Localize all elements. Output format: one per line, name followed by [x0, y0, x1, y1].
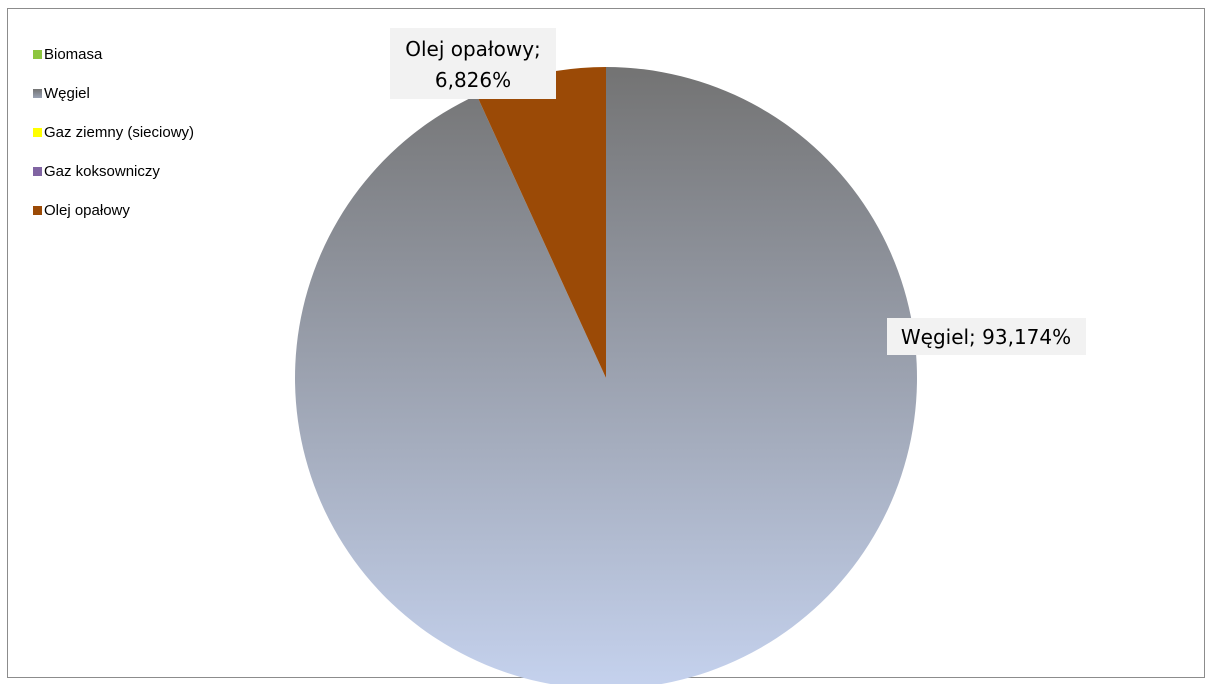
legend-swatch-gaz-ziemny — [33, 128, 42, 137]
legend-item-wegiel: Węgiel — [33, 85, 194, 124]
legend-item-olej-opalowy: Olej opałowy — [33, 202, 194, 241]
legend-item-gaz-koksowniczy: Gaz koksowniczy — [33, 163, 194, 202]
legend-swatch-biomasa — [33, 50, 42, 59]
data-label-box-wegiel — [887, 318, 1086, 355]
legend-label-gaz-ziemny: Gaz ziemny (sieciowy) — [44, 124, 195, 141]
legend-swatch-wegiel — [33, 89, 42, 98]
data-label-olej-opalowy-line1: Olej opałowy; — [405, 37, 541, 61]
pie-slice-olej-opałowy — [476, 67, 606, 378]
legend-swatch-gaz-koksowniczy — [33, 167, 42, 176]
legend-item-gaz-ziemny: Gaz ziemny (sieciowy) — [33, 124, 194, 163]
legend-label-olej-opalowy: Olej opałowy — [44, 202, 130, 219]
legend-swatch-olej-opalowy — [33, 206, 42, 215]
data-label-olej-opalowy-line2: 6,826% — [435, 68, 511, 92]
legend-item-biomasa: Biomasa — [33, 46, 194, 85]
legend-label-wegiel: Węgiel — [44, 85, 90, 102]
data-label-box-olej-opalowy — [390, 28, 556, 99]
data-label-wegiel: Węgiel; 93,174% — [901, 325, 1071, 349]
legend: Biomasa Węgiel Gaz ziemny (sieciowy) Gaz… — [33, 46, 194, 241]
legend-label-gaz-koksowniczy: Gaz koksowniczy — [44, 163, 160, 180]
legend-label-biomasa: Biomasa — [44, 46, 103, 63]
pie-slice-węgiel — [295, 67, 917, 684]
